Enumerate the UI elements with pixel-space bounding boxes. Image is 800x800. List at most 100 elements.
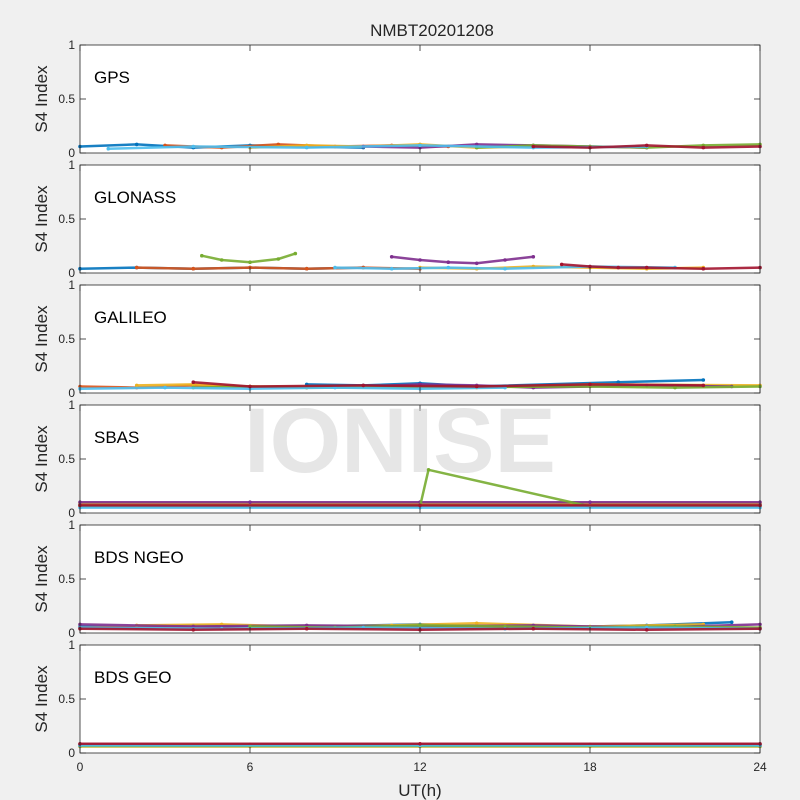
data-point bbox=[361, 383, 366, 388]
x-axis-label: UT(h) bbox=[398, 781, 441, 800]
watermark: IONISE bbox=[244, 390, 556, 492]
y-axis-label: S4 Index bbox=[32, 425, 51, 493]
x-tick-label: 24 bbox=[753, 760, 767, 774]
data-point bbox=[134, 142, 139, 147]
subplot-0: 0 0.5 1 GPS S4 Index bbox=[32, 38, 762, 160]
plot-area bbox=[80, 525, 760, 633]
data-point bbox=[673, 385, 677, 390]
panel-label: GPS bbox=[94, 68, 130, 87]
chart-title: NMBT20201208 bbox=[370, 21, 494, 40]
data-point bbox=[531, 144, 536, 149]
panel-label: BDS NGEO bbox=[94, 548, 184, 567]
data-point bbox=[418, 503, 422, 508]
subplot-5: 0 0.5 1 0 6 12 18 24 BDS GEO S4 Index bbox=[32, 638, 767, 774]
y-axis-label: S4 Index bbox=[32, 665, 51, 733]
y-tick-label: 1 bbox=[68, 398, 75, 412]
data-point bbox=[276, 257, 281, 261]
y-tick-label: 0.5 bbox=[58, 572, 75, 586]
series-line bbox=[391, 255, 534, 265]
subplot-3: 0 0.5 1 SBAS S4 Index bbox=[32, 398, 762, 520]
plot-area bbox=[80, 45, 760, 153]
y-tick-label: 0.5 bbox=[58, 452, 75, 466]
panel-label: GLONASS bbox=[94, 188, 176, 207]
data-point bbox=[163, 385, 167, 390]
series-line bbox=[561, 263, 761, 270]
data-point bbox=[588, 500, 592, 505]
data-point bbox=[248, 500, 252, 505]
data-point bbox=[446, 265, 451, 270]
data-point bbox=[200, 253, 204, 258]
data-point bbox=[701, 145, 706, 150]
data-point bbox=[248, 260, 252, 265]
data-point bbox=[191, 380, 196, 385]
subplot-1: 0 0.5 1 GLONASS S4 Index bbox=[32, 158, 762, 280]
y-tick-label: 0.5 bbox=[58, 692, 75, 706]
data-point bbox=[219, 258, 224, 262]
subplot-stack: 0 0.5 1 GPS S4 Index 0 0.5 1 GLONASS S4 Index 0 0.5… bbox=[32, 38, 767, 774]
data-point bbox=[293, 251, 298, 256]
y-axis-label: S4 Index bbox=[32, 185, 51, 253]
y-tick-label: 0 bbox=[68, 266, 75, 280]
data-point bbox=[389, 254, 394, 259]
y-tick-label: 0.5 bbox=[58, 212, 75, 226]
data-point bbox=[418, 143, 422, 148]
data-point bbox=[474, 261, 479, 266]
y-tick-label: 0.5 bbox=[58, 332, 75, 346]
data-point bbox=[531, 626, 536, 631]
data-point bbox=[616, 265, 621, 270]
data-point bbox=[474, 621, 479, 626]
data-point bbox=[418, 623, 422, 628]
y-tick-label: 1 bbox=[68, 518, 75, 532]
data-point bbox=[588, 264, 592, 269]
data-point bbox=[134, 383, 139, 388]
data-point bbox=[503, 266, 507, 271]
data-point bbox=[701, 383, 706, 388]
data-point bbox=[426, 468, 431, 472]
plot-area bbox=[80, 285, 760, 393]
y-tick-label: 0 bbox=[68, 626, 75, 640]
data-point bbox=[503, 258, 507, 262]
y-tick-label: 1 bbox=[68, 158, 75, 172]
subplot-2: 0 0.5 1 GALILEO S4 Index bbox=[32, 278, 762, 400]
y-axis-label: S4 Index bbox=[32, 545, 51, 613]
y-tick-label: 0 bbox=[68, 386, 75, 400]
plot-area bbox=[80, 645, 760, 753]
data-point bbox=[191, 266, 196, 271]
data-point bbox=[191, 628, 196, 632]
panel-label: GALILEO bbox=[94, 308, 167, 327]
y-tick-label: 1 bbox=[68, 278, 75, 292]
data-point bbox=[644, 265, 649, 270]
data-point bbox=[588, 382, 592, 387]
data-point bbox=[531, 254, 536, 259]
y-tick-label: 0 bbox=[68, 506, 75, 520]
data-point bbox=[304, 266, 309, 271]
data-point bbox=[701, 378, 706, 382]
plot-area bbox=[80, 165, 760, 273]
x-tick-label: 6 bbox=[247, 760, 254, 774]
y-tick-label: 0.5 bbox=[58, 92, 75, 106]
x-tick-label: 0 bbox=[77, 760, 84, 774]
data-point bbox=[304, 626, 309, 631]
y-tick-label: 1 bbox=[68, 638, 75, 652]
y-tick-label: 0 bbox=[68, 746, 75, 760]
series-line bbox=[79, 386, 506, 390]
plot-area bbox=[80, 405, 760, 513]
y-axis-label: S4 Index bbox=[32, 65, 51, 133]
x-tick-label: 12 bbox=[413, 760, 427, 774]
data-point bbox=[389, 266, 394, 271]
y-axis-label: S4 Index bbox=[32, 305, 51, 373]
panel-label: SBAS bbox=[94, 428, 139, 447]
y-tick-label: 1 bbox=[68, 38, 75, 52]
data-point bbox=[191, 144, 196, 149]
data-point bbox=[644, 143, 649, 148]
y-tick-label: 0 bbox=[68, 146, 75, 160]
data-point bbox=[134, 265, 139, 270]
data-point bbox=[304, 145, 309, 150]
data-point bbox=[106, 146, 111, 151]
x-tick-label: 18 bbox=[583, 760, 597, 774]
data-point bbox=[333, 265, 337, 270]
data-point bbox=[418, 742, 422, 746]
data-point bbox=[644, 628, 649, 632]
data-point bbox=[616, 380, 621, 385]
